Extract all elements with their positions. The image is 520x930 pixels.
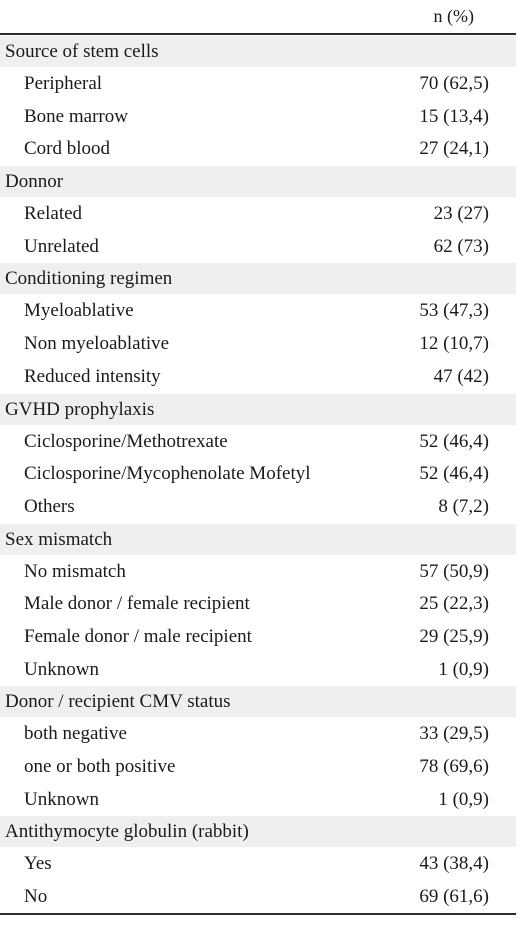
row-label: Others bbox=[24, 495, 75, 517]
table-section: Source of stem cells Peripheral 70 (62,5) B… bbox=[0, 35, 516, 165]
row-value: 15 (13,4) bbox=[419, 105, 489, 127]
section-title: Conditioning regimen bbox=[0, 262, 516, 295]
column-header-n-percent: n (%) bbox=[433, 6, 474, 26]
characteristics-table: n (%) Source of stem cells Peripheral 70 (… bbox=[0, 0, 516, 915]
row-label: Unknown bbox=[24, 788, 99, 810]
row-label: Ciclosporine/Mycophenolate Mofetyl bbox=[24, 463, 311, 485]
table-section: Antithymocyte globulin (rabbit) Yes 43 (38… bbox=[0, 815, 516, 915]
row-value: 1 (0,9) bbox=[438, 788, 489, 810]
row-label: Male donor / female recipient bbox=[24, 593, 250, 615]
row-label: Related bbox=[24, 203, 83, 225]
row-value: 33 (29,5) bbox=[419, 723, 489, 745]
table-row: Unknown 1 (0,9) bbox=[0, 653, 516, 686]
row-label: Unknown bbox=[24, 658, 99, 680]
row-label: Reduced intensity bbox=[24, 365, 161, 387]
row-label: Female donor / male recipient bbox=[24, 625, 252, 647]
table-row: Unknown 1 (0,9) bbox=[0, 783, 516, 816]
table-row: Ciclosporine/Mycophenolate Mofetyl 52 (46… bbox=[0, 457, 516, 490]
table-body: Source of stem cells Peripheral 70 (62,5) B… bbox=[0, 35, 516, 915]
table-row: Yes 43 (38,4) bbox=[0, 847, 516, 880]
row-label: No bbox=[24, 886, 48, 908]
table-section: Donor / recipient CMV status both negativ… bbox=[0, 685, 516, 815]
row-label: Unrelated bbox=[24, 235, 99, 257]
table-row: Others 8 (7,2) bbox=[0, 490, 516, 523]
section-title: GVHD prophylaxis bbox=[0, 392, 516, 425]
row-label: one or both positive bbox=[24, 756, 176, 777]
table-section: Sex mismatch No mismatch 57 (50,9) Male don… bbox=[0, 522, 516, 686]
section-title: Antithymocyte globulin (rabbit) bbox=[0, 815, 516, 848]
row-value: 57 (50,9) bbox=[419, 560, 489, 582]
section-title: Source of stem cells bbox=[0, 35, 516, 67]
row-value: 52 (46,4) bbox=[419, 430, 489, 452]
table-section: Donnor Related 23 (27) Unrelated 62 (73) bbox=[0, 165, 516, 262]
table-row: Peripheral 70 (62,5) bbox=[0, 67, 516, 100]
row-value: 62 (73) bbox=[433, 235, 489, 257]
table-section: GVHD prophylaxis Ciclosporine/Methotrexat… bbox=[0, 392, 516, 523]
table-row: Myeloablative 53 (47,3) bbox=[0, 294, 516, 327]
row-label: Cord blood bbox=[24, 138, 111, 160]
row-label: Myeloablative bbox=[24, 300, 134, 322]
table-row: Female donor / male recipient 29 (25,9) bbox=[0, 620, 516, 653]
table-row: Male donor / female recipient 25 (22,3) bbox=[0, 587, 516, 620]
row-value: 25 (22,3) bbox=[419, 593, 489, 615]
table-row: Bone marrow 15 (13,4) bbox=[0, 100, 516, 133]
section-title: Sex mismatch bbox=[0, 522, 516, 555]
row-label: Yes bbox=[24, 853, 52, 875]
row-value: 12 (10,7) bbox=[419, 333, 489, 355]
table-row: both negative 33 (29,5) bbox=[0, 717, 516, 750]
row-value: 8 (7,2) bbox=[438, 495, 489, 517]
table-row: one or both positive 78 (69,6) bbox=[0, 750, 516, 783]
table-header-row: n (%) bbox=[0, 0, 516, 35]
row-value: 27 (24,1) bbox=[419, 138, 489, 160]
row-label: Bone marrow bbox=[24, 105, 128, 127]
row-label: No mismatch bbox=[24, 560, 126, 582]
row-label: Ciclosporine/Methotrexate bbox=[24, 430, 228, 452]
row-label: Peripheral bbox=[24, 73, 103, 94]
row-value: 1 (0,9) bbox=[438, 658, 489, 680]
row-value: 29 (25,9) bbox=[419, 625, 489, 647]
table-row: No 69 (61,6) bbox=[0, 880, 516, 915]
row-value: 53 (47,3) bbox=[419, 300, 489, 322]
table-row: Ciclosporine/Methotrexate 52 (46,4) bbox=[0, 425, 516, 458]
row-value: 70 (62,5) bbox=[419, 73, 489, 94]
table-section: Conditioning regimen Myeloablative 53 (47,… bbox=[0, 262, 516, 392]
section-title: Donnor bbox=[0, 165, 516, 198]
table-row: Related 23 (27) bbox=[0, 197, 516, 230]
table-row: Unrelated 62 (73) bbox=[0, 230, 516, 263]
row-value: 47 (42) bbox=[433, 365, 489, 387]
table-row: Cord blood 27 (24,1) bbox=[0, 132, 516, 165]
row-label: both negative bbox=[24, 723, 127, 745]
table-row: No mismatch 57 (50,9) bbox=[0, 555, 516, 588]
table-row: Reduced intensity 47 (42) bbox=[0, 360, 516, 393]
row-value: 52 (46,4) bbox=[419, 463, 489, 485]
row-label: Non myeloablative bbox=[24, 333, 170, 355]
row-value: 23 (27) bbox=[433, 203, 489, 225]
row-value: 69 (61,6) bbox=[419, 886, 489, 908]
section-title: Donor / recipient CMV status bbox=[0, 685, 516, 718]
row-value: 78 (69,6) bbox=[419, 756, 489, 777]
table-row: Non myeloablative 12 (10,7) bbox=[0, 327, 516, 360]
row-value: 43 (38,4) bbox=[419, 853, 489, 875]
